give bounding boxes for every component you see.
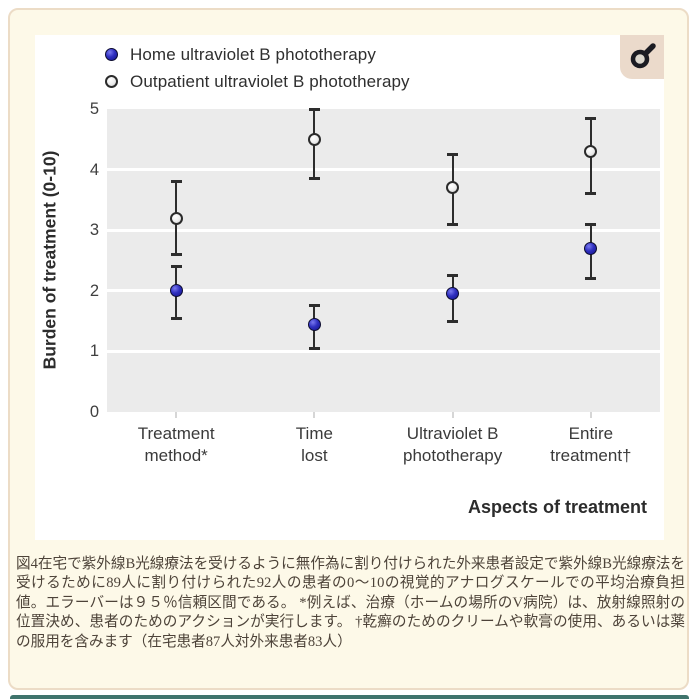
gridline: [107, 168, 660, 172]
error-bar-cap-top: [447, 152, 459, 156]
legend-label: Home ultraviolet B phototherapy: [130, 44, 376, 64]
error-bar-cap-bottom: [308, 346, 320, 350]
plot-area: [107, 107, 660, 412]
error-bar-cap-bottom: [170, 316, 182, 320]
x-tick: [313, 412, 316, 418]
error-bar-cap-top: [585, 116, 597, 120]
data-point-outpatient: [169, 211, 183, 225]
legend-label: Outpatient ultraviolet B phototherapy: [130, 71, 410, 91]
gridline: [107, 228, 660, 232]
error-bar-cap-top: [308, 107, 320, 111]
error-bar-cap-top: [170, 180, 182, 184]
error-bar-cap-bottom: [585, 192, 597, 196]
next-section-edge: [10, 695, 689, 699]
y-tick-label: 3: [89, 221, 99, 240]
y-tick-label: 0: [89, 403, 99, 421]
error-bar-cap-bottom: [447, 222, 459, 226]
x-category-label: Treatment method*: [137, 424, 215, 465]
error-bar-cap-bottom: [308, 177, 320, 181]
figure-panel: Home ultraviolet B phototherapy Outpatien…: [35, 35, 664, 540]
figure-caption: 図4在宅で紫外線B光線療法を受けるように無作為に割り付けられた外来患者設定で紫外…: [16, 556, 685, 650]
x-tick: [451, 412, 454, 418]
gridline: [107, 289, 660, 293]
legend-marker-home-icon: [105, 48, 118, 61]
error-bar-cap-top: [170, 265, 182, 269]
x-category-label: Time lost: [295, 424, 333, 465]
x-tick: [175, 412, 178, 418]
data-point-outpatient: [584, 144, 598, 158]
x-category-label: Entire treatment†: [550, 424, 632, 465]
legend-item: Home ultraviolet B phototherapy: [105, 41, 410, 68]
error-bar-cap-bottom: [170, 252, 182, 256]
x-tick: [589, 412, 592, 418]
data-point-home: [584, 241, 598, 255]
y-tick-label: 2: [89, 281, 99, 300]
legend-marker-outpatient-icon: [105, 75, 118, 88]
error-bar-cap-bottom: [585, 277, 597, 281]
legend-item: Outpatient ultraviolet B phototherapy: [105, 68, 410, 95]
male-symbol-glyph: [630, 43, 656, 69]
error-bar-cap-top: [585, 222, 597, 226]
error-bar-cap-top: [308, 304, 320, 308]
y-tick-label: 1: [89, 342, 99, 361]
y-tick-label: 5: [89, 100, 99, 118]
data-point-home: [169, 284, 183, 298]
data-point-outpatient: [307, 132, 321, 146]
male-symbol-icon: [620, 35, 664, 79]
data-point-home: [307, 317, 321, 331]
x-axis-title: Aspects of treatment: [467, 497, 647, 517]
data-point-home: [446, 287, 460, 301]
y-axis-title: Burden of treatment (0-10): [39, 150, 60, 370]
y-tick-label: 4: [89, 160, 99, 179]
error-bar-cap-bottom: [447, 319, 459, 323]
chart-legend: Home ultraviolet B phototherapy Outpatien…: [105, 41, 410, 95]
figure-card: Home ultraviolet B phototherapy Outpatien…: [8, 8, 689, 690]
error-bar-cap-top: [447, 274, 459, 278]
data-point-outpatient: [446, 181, 460, 195]
gridline: [107, 349, 660, 353]
